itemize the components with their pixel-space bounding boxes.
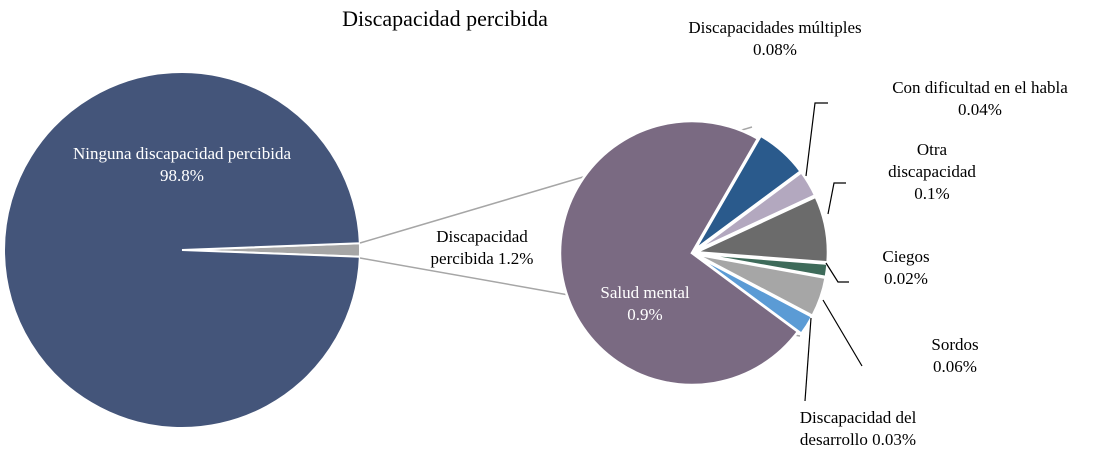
pie-slice [691,195,830,264]
value-label: 0.04% [958,100,1002,119]
value-label: 0.08% [753,40,797,59]
value-label: 1.2% [498,249,534,268]
category-label: Salud mental [600,283,690,302]
pie-slice [694,254,814,336]
category-label: Discapacidad del desarrollo [799,408,917,449]
slice-label: Con dificultad en el habla 0.04% [840,77,1102,121]
pie-slice [693,133,803,252]
category-label: Discapacidades múltiples [688,18,862,37]
value-label: 0.03% [872,430,917,449]
chart-title: Discapacidad percibida [342,6,548,31]
slice-label: Sordos 0.06% [910,334,1000,378]
category-label: Discapacidad percibida [430,227,528,268]
slice-label: Ninguna discapacidad percibida 98.8% [62,143,302,187]
slice-label: Otra discapacidad 0.1% [876,139,988,205]
value-label: 98.8% [160,166,204,185]
category-label: Con dificultad en el habla [892,78,1068,97]
slice-label: Discapacidades múltiples 0.08% [625,17,925,61]
leader-line [827,182,846,215]
category-label: Sordos [931,335,979,354]
pie-slice [3,71,361,429]
leader-line [822,299,863,367]
slice-label: Discapacidad del desarrollo 0.03% [768,407,948,451]
category-label: Ciegos [882,247,930,266]
value-label: 0.06% [933,357,977,376]
value-label: 0.02% [884,269,928,288]
category-label: Otra discapacidad [888,140,976,181]
leader-line [805,102,828,177]
slice-label: Discapacidad percibida 1.2% [407,226,557,270]
pie-slice [694,170,817,253]
value-label: 0.9% [627,305,663,324]
slice-label: Ciegos 0.02% [861,246,951,290]
leader-line [825,262,849,283]
pie-slice [558,119,800,387]
value-label: 0.1% [914,184,950,203]
slice-label: Salud mental 0.9% [585,282,705,326]
category-label: Ninguna discapacidad percibida [72,144,292,163]
leader-line [804,317,812,402]
